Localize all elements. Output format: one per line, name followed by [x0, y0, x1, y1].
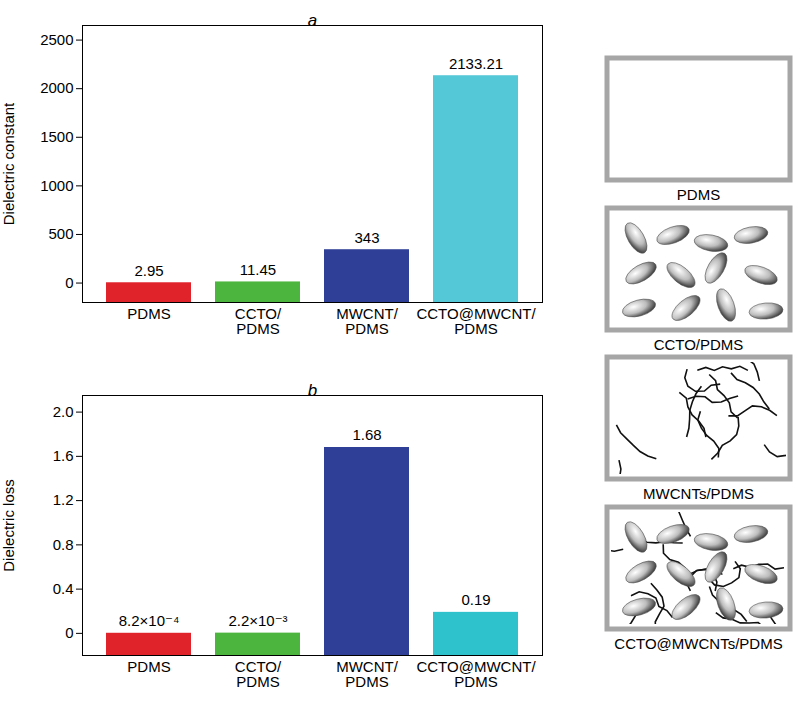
svg-text:11.45: 11.45: [240, 261, 276, 278]
svg-text:2000: 2000: [40, 79, 73, 96]
svg-text:CCTO@MWCNT/PDMS: CCTO@MWCNT/PDMS: [416, 305, 536, 337]
svg-text:PDMS: PDMS: [127, 658, 170, 675]
svg-text:1.68: 1.68: [352, 426, 381, 443]
svg-text:2.2×10⁻³: 2.2×10⁻³: [228, 612, 287, 629]
svg-text:2.95: 2.95: [134, 262, 163, 279]
svg-text:0: 0: [65, 624, 73, 641]
svg-text:2133.21: 2133.21: [449, 55, 503, 72]
svg-text:500: 500: [48, 225, 73, 242]
svg-text:PDMS: PDMS: [677, 186, 720, 203]
svg-text:CCTO@MWCNTs/PDMS: CCTO@MWCNTs/PDMS: [614, 635, 782, 652]
svg-text:1500: 1500: [40, 128, 73, 145]
svg-text:1.2: 1.2: [53, 491, 74, 508]
svg-text:a: a: [308, 11, 317, 30]
svg-text:CCTO@MWCNT/PDMS: CCTO@MWCNT/PDMS: [416, 658, 536, 690]
svg-text:b: b: [308, 381, 317, 400]
svg-text:PDMS: PDMS: [127, 305, 170, 322]
svg-text:0.8: 0.8: [53, 536, 74, 553]
svg-text:2500: 2500: [40, 31, 73, 48]
svg-text:1.6: 1.6: [53, 447, 74, 464]
svg-text:MWCNT/PDMS: MWCNT/PDMS: [336, 305, 398, 337]
svg-text:8.2×10⁻⁴: 8.2×10⁻⁴: [119, 612, 180, 629]
svg-text:Dielectric constant: Dielectric constant: [0, 102, 17, 225]
svg-text:CCTO/PDMS: CCTO/PDMS: [235, 305, 282, 337]
svg-text:2.0: 2.0: [53, 403, 74, 420]
svg-text:MWCNTs/PDMS: MWCNTs/PDMS: [643, 485, 754, 502]
svg-text:MWCNT/PDMS: MWCNT/PDMS: [336, 658, 398, 690]
svg-text:343: 343: [354, 229, 379, 246]
svg-text:Dielectric loss: Dielectric loss: [0, 479, 17, 572]
svg-text:0.4: 0.4: [53, 580, 74, 597]
svg-text:CCTO/PDMS: CCTO/PDMS: [235, 658, 282, 690]
svg-text:CCTO/PDMS: CCTO/PDMS: [654, 336, 744, 353]
svg-text:1000: 1000: [40, 177, 73, 194]
svg-text:0: 0: [65, 274, 73, 291]
svg-text:0.19: 0.19: [461, 591, 490, 608]
